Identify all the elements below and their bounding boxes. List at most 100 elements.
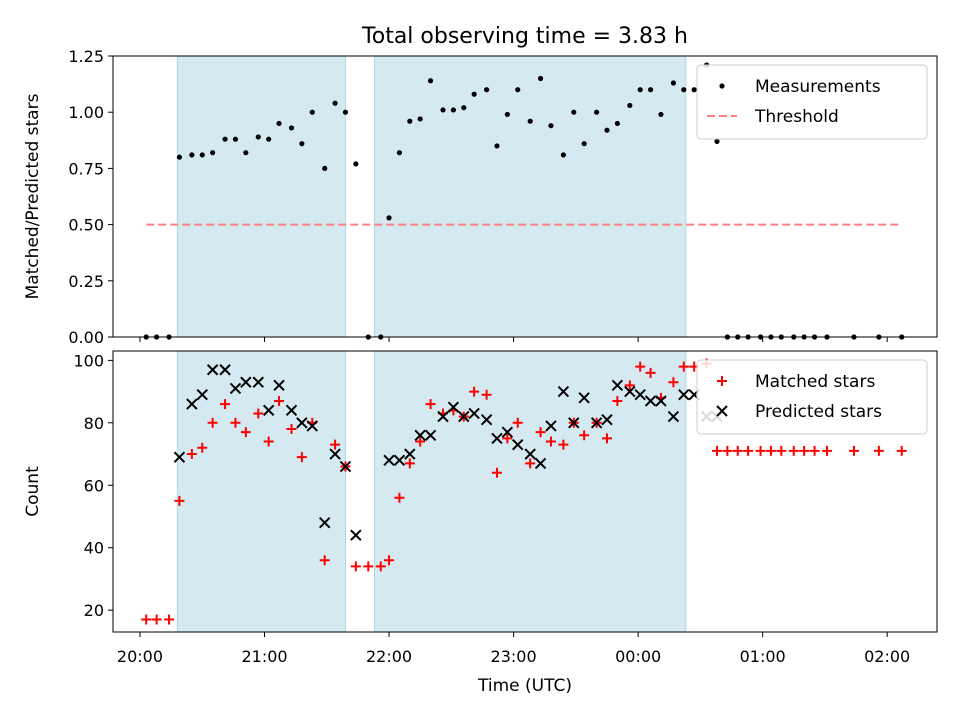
measurement-point: [537, 75, 544, 82]
measurement-point: [581, 141, 587, 147]
measurement-point: [396, 150, 403, 156]
predicted-star-point: [319, 517, 331, 529]
matched-star-point: [186, 449, 197, 460]
predicted-star-point: [501, 426, 514, 438]
measurement-point: [417, 116, 423, 122]
measurement-point: [232, 136, 239, 142]
measurement-point: [255, 134, 261, 140]
observing-interval-band: [374, 55, 687, 338]
legend-predicted-star-point-swatch: [716, 405, 728, 417]
matched-star-point: [274, 395, 285, 406]
measurement-point: [299, 141, 305, 147]
predicted-star-point: [437, 410, 449, 423]
measurement-point: [527, 118, 533, 124]
predicted-star-point: [414, 429, 426, 442]
observing-intervals: [176, 350, 687, 633]
matched-star-point: [848, 445, 859, 456]
legend-matched-star-point-swatch: [717, 376, 727, 386]
top-axes-frame: [112, 55, 938, 338]
observing-interval-band: [374, 350, 687, 633]
measurement-point: [670, 80, 677, 86]
legend-box: [696, 64, 928, 140]
predicted-star-point: [219, 364, 231, 376]
matched-star-point: [151, 614, 162, 625]
predicted-star-point: [468, 407, 480, 420]
matched-star-point: [821, 445, 832, 456]
matched-star-point: [330, 439, 341, 450]
x-tick-label: 23:00: [491, 647, 537, 666]
matched-star-point: [230, 417, 241, 428]
matched-star-point: [799, 445, 810, 456]
matched-star-point: [174, 495, 185, 506]
x-axis-label: Time (UTC): [477, 676, 572, 696]
measurement-point: [548, 123, 554, 129]
predicted-star-point: [491, 432, 503, 445]
legend-measurement-point-swatch: [719, 83, 725, 89]
x-tick-label: 01:00: [740, 647, 786, 666]
predicted-star-point: [447, 401, 460, 413]
predicted-star-point: [173, 451, 186, 463]
matched-star-point: [164, 614, 175, 625]
measurement-point: [342, 109, 349, 115]
predicted-star-point: [306, 420, 318, 432]
measurement-point: [427, 78, 434, 84]
matched-star-point: [263, 436, 274, 447]
matched-star-point: [240, 427, 251, 438]
measurement-point: [461, 105, 467, 111]
matched-star-point: [207, 417, 218, 428]
legend-label: Matched stars: [755, 372, 875, 392]
measurement-point: [515, 87, 521, 93]
matched-star-point: [512, 417, 523, 428]
y-tick-label: 0.50: [68, 216, 104, 235]
predicted-star-point: [655, 395, 667, 407]
predicted-star-point: [404, 448, 416, 460]
bottom-legend: Matched stars Predicted stars: [696, 359, 928, 435]
predicted-star-point: [424, 429, 437, 442]
matched-star-point: [776, 445, 787, 456]
predicted-star-point: [383, 454, 395, 466]
count-points: [141, 358, 907, 625]
matched-star-point: [809, 445, 820, 456]
chart-title: Total observing time = 3.83 h: [361, 24, 688, 49]
matched-star-point: [678, 361, 689, 372]
predicted-star-point: [350, 529, 362, 541]
predicted-star-point: [557, 385, 570, 398]
x-tick-label: 02:00: [864, 647, 910, 666]
predicted-star-point: [601, 413, 613, 426]
matched-star-point: [363, 561, 374, 572]
matched-star-point: [491, 467, 502, 478]
legend-box: [696, 359, 928, 435]
predicted-star-point: [644, 395, 657, 407]
predicted-star-point: [262, 404, 275, 417]
matched-star-point: [469, 386, 480, 397]
matched-star-point: [722, 445, 733, 456]
matched-star-point: [296, 452, 307, 463]
measurement-point: [222, 136, 228, 142]
measurement-point: [691, 87, 697, 93]
predicted-star-point: [186, 398, 198, 410]
predicted-star-point: [590, 417, 603, 429]
predicted-star-point: [534, 457, 547, 470]
measurement-point: [386, 215, 392, 221]
matched-star-point: [743, 445, 754, 456]
measurement-point: [627, 102, 633, 109]
matched-star-point: [873, 445, 884, 456]
matched-star-point: [286, 424, 297, 435]
predicted-star-point: [339, 460, 352, 473]
measurement-point: [322, 165, 328, 171]
measurement-point: [604, 127, 610, 133]
y-tick-label: 80: [84, 414, 104, 433]
measurement-point: [266, 136, 272, 142]
matched-star-point: [601, 433, 612, 444]
matched-star-point: [404, 458, 415, 469]
predicted-star-point: [678, 389, 690, 401]
predicted-star-point: [524, 448, 536, 460]
y-tick-label: 100: [73, 351, 104, 370]
measurement-point: [288, 125, 295, 131]
predicted-star-point: [285, 404, 298, 417]
matched-star-point: [765, 445, 776, 456]
predicted-star-point: [240, 376, 252, 388]
bottom-y-axis-label: Count: [23, 466, 43, 517]
y-tick-label: 60: [84, 476, 104, 495]
